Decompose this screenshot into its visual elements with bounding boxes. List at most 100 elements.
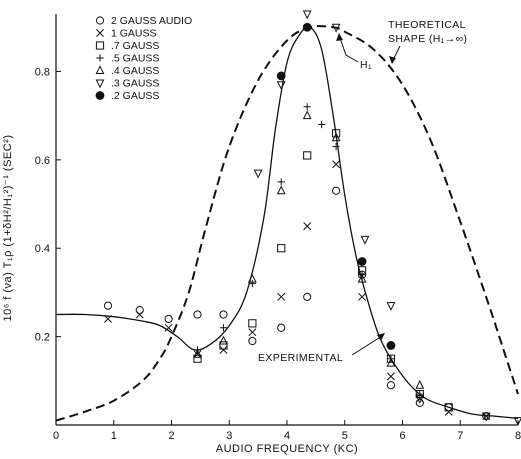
data-point-series-1 (104, 314, 112, 323)
x-axis-title: AUDIO FREQUENCY (KC) (216, 443, 358, 455)
data-point-series-4 (386, 357, 396, 367)
x-tick-label: 4 (284, 430, 290, 442)
x-tick-label: 0 (53, 430, 59, 442)
legend-marker-6 (95, 91, 105, 100)
experimental-curve (55, 26, 519, 420)
data-point-series-0 (219, 310, 228, 319)
data-point-series-3 (248, 279, 256, 288)
theoretical-arrowhead (389, 56, 396, 64)
data-point-series-6 (357, 257, 367, 266)
theoretical-label-line1: THEORETICAL (388, 19, 466, 31)
legend-label-5: .3 GAUSS (111, 78, 159, 90)
data-point-series-4 (415, 379, 425, 389)
legend-label-1: 1 GAUSS (111, 28, 157, 40)
ticks: 0 1 2 3 4 5 6 7 8 0.2 0.4 0.6 0.8 (35, 66, 521, 442)
data-point-series-2 (193, 354, 202, 363)
data-point-series-3 (332, 142, 340, 151)
data-point-series-0 (386, 381, 396, 390)
data-point-series-0 (303, 292, 312, 301)
data-point-series-0 (164, 314, 173, 324)
data-point-series-5 (276, 81, 286, 91)
x-tick-label: 7 (457, 430, 463, 442)
legend-marker-4 (95, 65, 105, 74)
data-point-series-4 (247, 273, 257, 283)
legend-label-6: .2 GAUSS (111, 90, 159, 102)
data-point-series-5 (360, 235, 370, 245)
experimental-pointer (351, 335, 383, 356)
legend-label-0: 2 GAUSS AUDIO (111, 15, 192, 27)
data-point-series-1 (277, 292, 286, 301)
data-point-series-3 (219, 324, 228, 332)
data-point-series-3 (277, 178, 285, 186)
y-tick-label: 0.4 (35, 243, 50, 255)
data-point-series-4 (193, 348, 202, 358)
curves (55, 25, 519, 422)
legend-marker-3 (96, 54, 104, 62)
data-point-series-2 (219, 341, 228, 350)
data-point-series-0 (248, 336, 257, 346)
theoretical-curve (55, 25, 519, 422)
legend-label-4: .4 GAUSS (111, 65, 159, 77)
legend-marker-2 (95, 41, 105, 50)
data-point-series-5 (302, 10, 312, 20)
annotations: THEORETICAL SHAPE (H₁→∞) H₁ EXPERIMENTAL (258, 19, 467, 364)
data-point-series-1 (193, 350, 202, 359)
data-point-series-0 (331, 186, 341, 195)
experimental-arrowhead (377, 333, 385, 341)
h1-arrowhead (336, 33, 343, 41)
data-point-series-2 (248, 319, 257, 328)
data-point-series-1 (332, 160, 341, 169)
data-point-series-4 (219, 335, 228, 345)
x-tick-label: 1 (111, 430, 117, 442)
theoretical-label-line2: SHAPE (H₁→∞) (388, 33, 467, 45)
data-point-series-4 (302, 110, 312, 120)
data-point-series-2 (331, 129, 341, 138)
h1-pointer (339, 37, 359, 63)
h1-label: H₁ (360, 59, 372, 71)
data-point-series-0 (415, 398, 424, 408)
data-point-series-3 (303, 103, 311, 111)
data-point-series-2 (277, 244, 286, 253)
data-point-series-5 (253, 169, 263, 179)
data-point-series-5 (415, 394, 425, 404)
x-tick-label: 6 (399, 430, 405, 442)
x-tick-label: 3 (226, 430, 232, 442)
legend-label-2: .7 GAUSS (111, 40, 159, 52)
data-point-series-2 (444, 403, 453, 412)
legend-marker-1 (96, 29, 104, 37)
data-point-series-5 (331, 23, 341, 33)
data-point-series-0 (277, 323, 286, 332)
y-tick-label: 0.2 (35, 332, 50, 344)
data-point-series-1 (482, 412, 491, 421)
data-point-series-1 (444, 407, 453, 416)
data-point-series-0 (135, 305, 144, 315)
legend-marker-5 (95, 79, 105, 89)
data-point-series-0 (103, 301, 113, 310)
data-point-series-0 (193, 310, 202, 319)
legend-marker-0 (95, 16, 105, 25)
data-point-series-6 (276, 71, 286, 81)
data-point-series-1 (303, 222, 312, 231)
data-point-series-6 (386, 341, 396, 350)
y-tick-label: 0.8 (35, 66, 50, 78)
legend-label-3: .5 GAUSS (111, 53, 159, 65)
data-point-series-5 (513, 417, 521, 426)
x-tick-label: 5 (342, 430, 348, 442)
data-point-series-3 (318, 120, 326, 129)
data-point-series-4 (276, 185, 286, 195)
data-point-series-4 (357, 273, 367, 283)
data-point-series-1 (386, 372, 395, 381)
data-point-series-5 (386, 302, 396, 311)
data-point-series-1 (358, 292, 367, 301)
data-points (103, 10, 521, 426)
y-axis-title: 10⁶ f (νa) T₁ρ (1+δH²/H₁²)⁻¹ (SEC²) (2, 134, 14, 321)
data-point-series-5 (481, 412, 491, 422)
x-tick-label: 2 (168, 430, 174, 442)
data-point-series-4 (331, 132, 341, 142)
data-point-series-1 (248, 328, 257, 337)
data-point-series-1 (164, 323, 173, 332)
data-point-series-1 (135, 310, 144, 319)
data-point-series-2 (303, 151, 312, 160)
